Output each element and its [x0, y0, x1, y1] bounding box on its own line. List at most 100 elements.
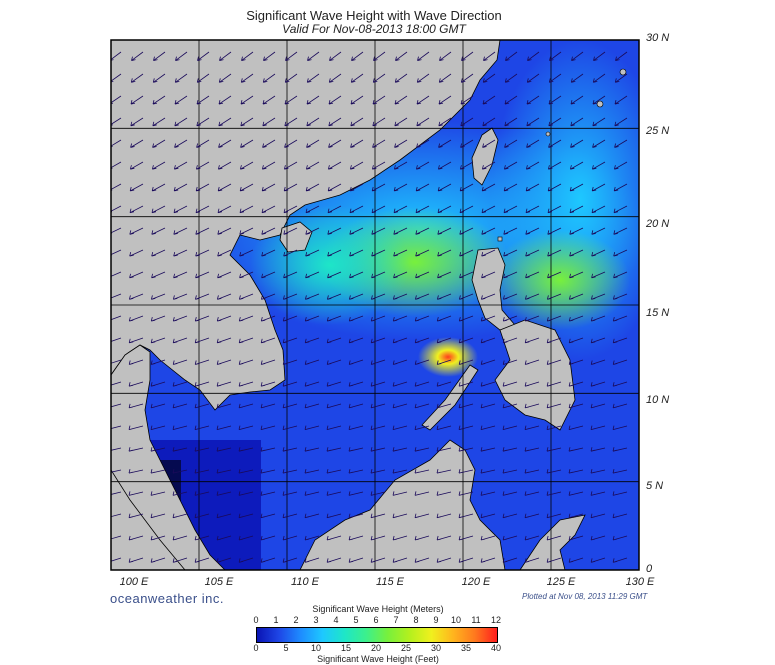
colorbar-title-meters: Significant Wave Height (Meters): [312, 604, 444, 614]
direction-arrow: [304, 315, 320, 322]
lon-label: 100 E: [119, 576, 149, 588]
direction-arrow: [392, 447, 408, 452]
direction-arrow: [458, 447, 474, 452]
direction-arrow: [111, 315, 122, 321]
direction-arrow: [349, 205, 364, 214]
direction-arrow: [502, 381, 518, 387]
direction-arrow: [504, 73, 518, 83]
direction-arrow: [590, 425, 606, 430]
direction-arrow: [546, 381, 562, 387]
direction-arrow: [480, 337, 496, 344]
direction-arrow: [172, 359, 188, 365]
direction-arrow: [238, 491, 254, 496]
direction-arrow: [150, 425, 166, 430]
direction-arrow: [590, 359, 606, 365]
direction-arrow: [480, 315, 496, 322]
direction-arrow: [416, 161, 430, 170]
direction-arrow: [438, 161, 452, 170]
direction-arrow: [130, 139, 144, 148]
direction-arrow: [546, 425, 562, 430]
direction-arrow: [502, 337, 518, 344]
direction-arrow: [526, 73, 540, 83]
direction-arrow: [194, 469, 210, 474]
meters-tick: 11: [471, 615, 481, 625]
direction-arrow: [153, 51, 166, 61]
direction-arrow: [393, 293, 408, 300]
direction-arrow: [304, 491, 320, 496]
direction-arrow: [194, 513, 210, 519]
direction-arrow: [111, 381, 122, 386]
direction-arrow: [326, 447, 342, 452]
direction-arrow: [195, 249, 210, 257]
direction-arrow: [216, 425, 232, 430]
direction-arrow: [461, 51, 474, 61]
direction-arrow: [371, 205, 386, 214]
direction-arrow: [128, 513, 144, 519]
direction-arrow: [128, 381, 144, 387]
direction-arrow: [524, 315, 540, 322]
direction-arrow: [326, 425, 342, 430]
direction-arrow: [415, 249, 430, 257]
direction-arrow: [370, 513, 386, 519]
direction-arrow: [392, 535, 408, 541]
direction-arrow: [194, 315, 210, 322]
direction-arrow: [590, 557, 606, 563]
direction-arrow: [238, 403, 254, 409]
feet-tick: 30: [430, 643, 441, 653]
direction-arrow: [348, 557, 364, 563]
direction-arrow: [370, 315, 386, 322]
direction-arrow: [394, 161, 408, 170]
direction-arrow: [240, 161, 254, 170]
direction-arrow: [592, 117, 606, 127]
direction-arrow: [238, 535, 254, 541]
direction-arrow: [590, 447, 606, 452]
direction-arrow: [350, 95, 364, 105]
direction-arrow: [548, 95, 562, 105]
direction-arrow: [393, 227, 408, 235]
direction-arrow: [150, 337, 166, 344]
direction-arrow: [502, 469, 518, 474]
direction-arrow: [328, 73, 342, 83]
meters-tick: 7: [393, 615, 399, 625]
direction-arrow: [458, 513, 474, 519]
direction-arrow: [260, 403, 276, 409]
direction-arrow: [414, 447, 430, 452]
direction-arrow: [260, 381, 276, 387]
direction-arrow: [128, 557, 144, 563]
direction-arrow: [415, 227, 430, 235]
direction-arrow: [437, 227, 452, 235]
direction-arrow: [173, 271, 188, 279]
direction-arrow: [415, 271, 430, 279]
direction-arrow: [370, 491, 386, 496]
direction-arrow: [502, 491, 518, 496]
direction-arrow: [262, 139, 276, 148]
direction-arrow: [569, 249, 584, 257]
direction-arrow: [371, 293, 386, 300]
direction-arrow: [194, 447, 210, 452]
meters-tick: 0: [253, 615, 259, 625]
direction-arrow: [172, 513, 188, 519]
direction-arrow: [304, 447, 320, 452]
feet-tick: 35: [460, 643, 471, 653]
direction-arrow: [327, 293, 342, 300]
direction-arrow: [568, 359, 584, 365]
direction-arrow: [526, 117, 540, 127]
direction-arrow: [304, 513, 320, 519]
direction-arrow: [348, 359, 364, 365]
direction-arrow: [590, 337, 606, 344]
direction-arrow: [548, 73, 562, 83]
direction-arrow: [196, 95, 210, 105]
lat-label: 10 N: [646, 394, 670, 406]
direction-arrow: [282, 557, 298, 563]
direction-arrow: [482, 95, 496, 105]
direction-arrow: [326, 535, 342, 541]
direction-arrow: [503, 271, 518, 279]
direction-arrow: [546, 403, 562, 409]
direction-arrow: [348, 469, 364, 474]
direction-arrow: [392, 381, 408, 387]
direction-arrow: [111, 447, 122, 451]
island-ryukyu-3: [545, 131, 551, 137]
direction-arrow: [238, 425, 254, 430]
direction-arrow: [546, 513, 562, 519]
direction-arrow: [152, 161, 166, 170]
